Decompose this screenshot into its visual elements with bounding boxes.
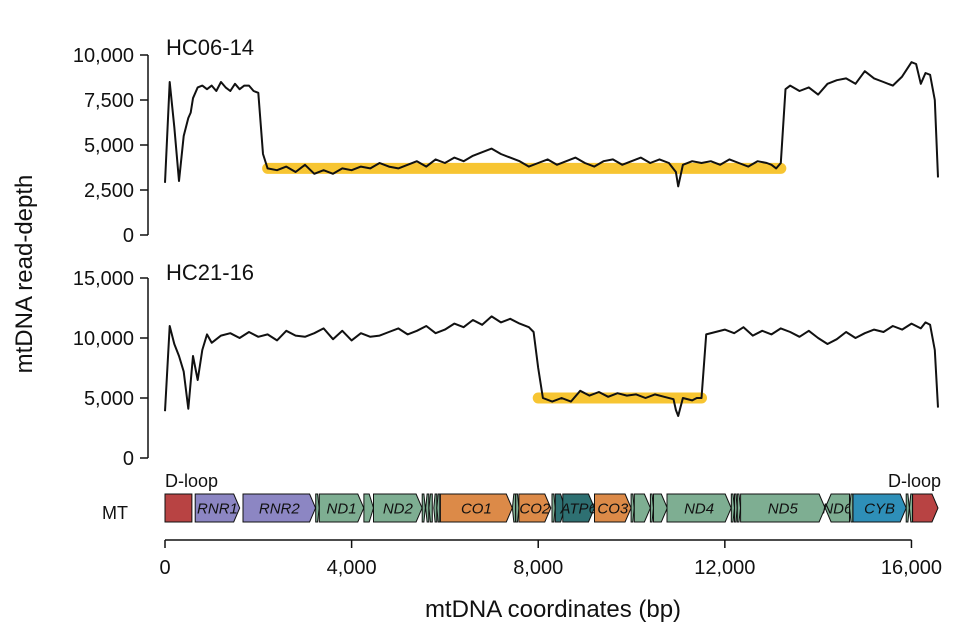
gene-block xyxy=(318,493,365,523)
x-tick-label: 8,000 xyxy=(513,557,563,579)
gene-block xyxy=(633,493,651,523)
gene-block xyxy=(515,493,520,523)
y-tick-label: 5,000 xyxy=(84,135,134,157)
gene-block xyxy=(730,493,736,523)
track-label-mt: MT xyxy=(102,503,128,523)
gene-block xyxy=(433,493,438,523)
panel-title: HC21-16 xyxy=(166,260,254,285)
gene-block xyxy=(439,493,513,523)
y-tick-label: 7,500 xyxy=(84,90,134,112)
gene-block xyxy=(852,493,907,523)
gene-label: CO3 xyxy=(597,501,629,518)
x-tick-label: 12,000 xyxy=(694,557,755,579)
y-tick-label: 0 xyxy=(123,448,134,470)
x-axis-title: mtDNA coordinates (bp) xyxy=(425,596,681,623)
gene-label: ND5 xyxy=(768,501,799,518)
y-tick-label: 15,000 xyxy=(73,268,134,290)
x-tick-label: 4,000 xyxy=(327,557,377,579)
y-axis-title: mtDNA read-depth xyxy=(11,175,38,374)
gene-block xyxy=(373,493,423,523)
gene-block xyxy=(242,493,317,523)
gene-block xyxy=(421,493,426,523)
panel-hc06-14: 0 2,500 5,000 7,500 10,000 HC06-14 xyxy=(73,35,939,247)
gene-track: RNR1 RNR2 ND1 ND2 CO1 CO2 ATP6 CO3 ND4 ND5 ND6 CYB D… xyxy=(102,471,941,523)
gene-label: ND6 xyxy=(822,501,853,518)
gene-block xyxy=(824,493,850,523)
gene-block xyxy=(562,493,596,523)
read-depth-line xyxy=(164,315,939,417)
gene-label: ND4 xyxy=(684,501,714,518)
gene-block xyxy=(630,493,635,523)
gene-block xyxy=(194,493,241,523)
gene-block xyxy=(849,493,854,523)
gene-block xyxy=(518,493,552,523)
gene-block xyxy=(905,493,910,523)
gene-block xyxy=(428,493,433,523)
y-tick-label: 10,000 xyxy=(73,45,134,67)
gene-label: CYB xyxy=(864,501,895,518)
gene-block xyxy=(315,493,320,523)
gene-label: ND2 xyxy=(383,501,414,518)
gene-label: CO1 xyxy=(461,501,492,518)
panel-hc21-16: 0 5,000 10,000 15,000 HC21-16 xyxy=(73,260,939,470)
gene-block xyxy=(734,493,738,523)
gene-block xyxy=(436,493,441,523)
y-tick-label: 0 xyxy=(123,225,134,247)
x-tick-label: 16,000 xyxy=(881,557,942,579)
gene-label: CO2 xyxy=(519,501,551,518)
gene-block xyxy=(653,493,668,523)
gene-label: ATP6 xyxy=(559,501,597,518)
gene-block xyxy=(363,493,375,523)
y-tick-label: 5,000 xyxy=(84,388,134,410)
gene-block xyxy=(551,493,556,523)
gene-block xyxy=(649,493,654,523)
dloop-right-label: D-loop xyxy=(888,471,941,491)
x-tick-label: 0 xyxy=(159,557,170,579)
gene-block xyxy=(908,493,913,523)
gene-block xyxy=(912,493,939,523)
x-axis: 0 4,000 8,000 12,000 16,000 mtDNA coordinates… xyxy=(159,539,942,623)
panel-title: HC06-14 xyxy=(166,35,254,60)
gene-block xyxy=(666,493,732,523)
gene-block xyxy=(594,493,632,523)
y-tick-label: 10,000 xyxy=(73,328,134,350)
gene-label: RNR2 xyxy=(259,501,300,518)
dloop-left-label: D-loop xyxy=(165,471,218,491)
y-tick-label: 2,500 xyxy=(84,180,134,202)
gene-block xyxy=(511,493,517,523)
gene-block xyxy=(164,493,193,523)
gene-block xyxy=(425,493,430,523)
gene-block xyxy=(740,493,826,523)
gene-block xyxy=(736,493,742,523)
read-depth-line xyxy=(164,61,939,188)
gene-label: ND1 xyxy=(327,501,357,518)
gene-label: RNR1 xyxy=(197,501,238,518)
